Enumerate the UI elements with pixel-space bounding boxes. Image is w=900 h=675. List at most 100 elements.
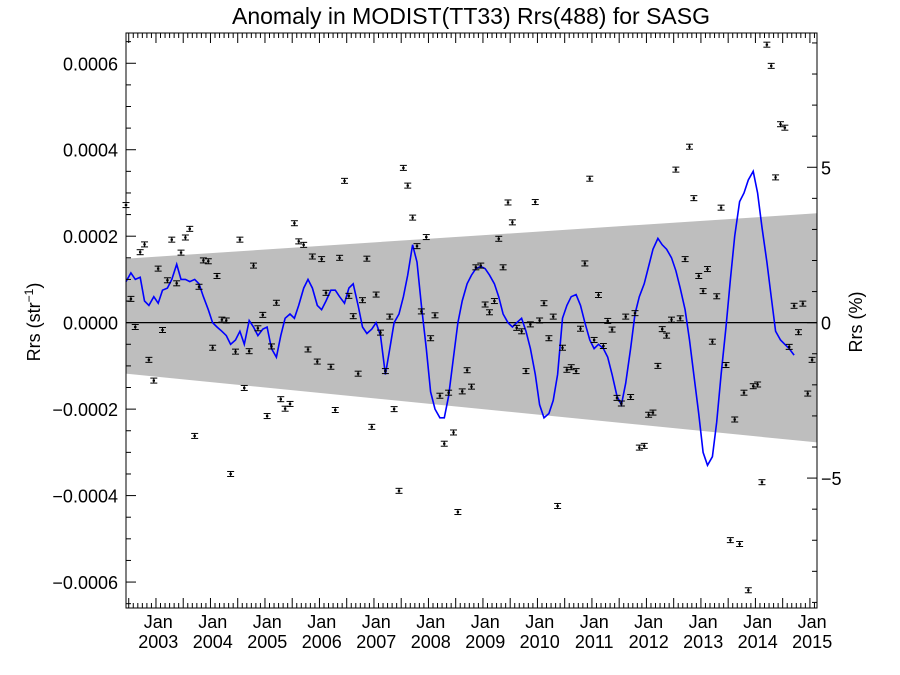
data-point [736, 541, 744, 548]
data-point [613, 394, 621, 401]
data-point [608, 326, 616, 333]
data-point [685, 143, 693, 150]
data-point [399, 164, 407, 171]
data-point [490, 298, 498, 305]
point-marker [438, 394, 442, 397]
point-marker [701, 290, 705, 293]
data-point [794, 329, 802, 336]
data-point [518, 328, 526, 335]
point-marker [588, 177, 591, 180]
plot-area: 0.0006 0.0004 0.0002 0.0000 −0.0002 −0.0004 −0… [52, 32, 842, 652]
y-tick-label: −0.0006 [52, 573, 118, 593]
data-point [658, 326, 666, 333]
point-marker [747, 589, 750, 592]
point-marker [179, 251, 183, 254]
data-point [232, 348, 240, 355]
point-marker [547, 337, 551, 340]
data-point [681, 256, 689, 263]
point-marker [238, 238, 242, 241]
data-point [468, 383, 475, 390]
data-point [436, 392, 444, 399]
data-point [744, 587, 752, 594]
point-marker [483, 303, 487, 306]
y2-tick-label: 5 [821, 158, 831, 178]
x-tick-year-label: 2010 [520, 632, 560, 652]
chart-title: Anomaly in MODIST(TT33) Rrs(488) for SAS… [232, 3, 710, 29]
point-marker [529, 323, 532, 326]
point-marker [542, 302, 546, 305]
x-tick-year-label: 2004 [193, 632, 233, 652]
data-point [450, 429, 458, 436]
point-marker [306, 348, 310, 351]
point-marker [456, 511, 460, 514]
data-point [199, 257, 207, 264]
point-marker [774, 176, 777, 179]
data-point [177, 249, 185, 256]
point-marker [225, 319, 228, 322]
point-marker [711, 340, 714, 343]
data-point [163, 277, 171, 284]
y-axis-label-sup: −1 [22, 288, 36, 302]
data-point [640, 442, 648, 449]
point-marker [756, 383, 759, 386]
x-tick-year-label: 2014 [738, 632, 778, 652]
point-marker [783, 126, 787, 129]
data-point [336, 254, 344, 261]
data-point [395, 487, 403, 494]
point-marker [311, 255, 314, 258]
data-point [559, 344, 567, 351]
point-marker [493, 300, 496, 303]
data-point [508, 219, 516, 226]
data-point [590, 336, 598, 343]
point-marker [129, 297, 133, 300]
point-marker [501, 266, 505, 269]
data-point [731, 416, 739, 423]
data-point [277, 396, 285, 403]
point-marker [801, 302, 805, 305]
data-point [567, 364, 575, 371]
data-point [554, 502, 562, 509]
point-marker [679, 317, 682, 320]
right-axis: 5 0 −5 [807, 42, 842, 603]
point-marker [552, 315, 555, 318]
data-point [191, 432, 199, 439]
data-point [572, 368, 580, 375]
data-point [599, 343, 607, 350]
data-point [663, 332, 671, 339]
point-marker [715, 295, 718, 298]
point-marker [602, 345, 605, 348]
point-marker [433, 314, 437, 317]
x-tick-month-label: Jan [253, 612, 282, 632]
point-marker [193, 434, 196, 437]
point-marker [470, 385, 473, 388]
data-point [141, 241, 149, 248]
data-point [195, 283, 203, 290]
y2-axis-label: Rrs (%) [846, 292, 866, 353]
point-marker [633, 312, 637, 315]
point-marker [379, 331, 382, 334]
point-marker [452, 431, 455, 434]
point-marker [361, 299, 364, 302]
data-point [290, 220, 298, 227]
bottom-axis: Jan2003Jan2004Jan2005Jan2006Jan2007Jan20… [128, 33, 832, 652]
data-point [617, 400, 625, 407]
point-marker [374, 293, 378, 296]
x-tick-year-label: 2015 [792, 632, 832, 652]
point-marker [615, 396, 619, 399]
data-point [785, 343, 793, 350]
data-point [458, 388, 466, 395]
data-point [513, 324, 521, 331]
y-tick-label: 0.0002 [63, 227, 118, 247]
data-point [667, 316, 675, 323]
x-tick-month-label: Jan [362, 612, 391, 632]
data-point [204, 258, 212, 265]
x-tick-year-label: 2008 [411, 632, 451, 652]
data-point [368, 423, 376, 430]
point-marker [579, 327, 582, 330]
point-marker [397, 489, 401, 492]
point-marker [261, 313, 264, 316]
point-marker [252, 264, 255, 267]
x-tick-year-label: 2013 [683, 632, 723, 652]
point-marker [488, 311, 491, 314]
